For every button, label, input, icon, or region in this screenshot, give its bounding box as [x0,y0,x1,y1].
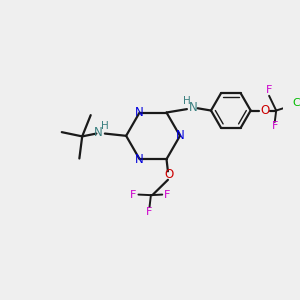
Text: H: H [183,96,191,106]
Text: N: N [135,106,144,119]
Text: F: F [130,190,136,200]
Text: F: F [146,207,153,217]
Text: H: H [101,121,109,130]
Text: F: F [266,85,272,95]
Text: N: N [176,129,184,142]
Text: F: F [164,190,170,200]
Text: Cl: Cl [292,98,300,108]
Text: N: N [189,101,197,114]
Text: N: N [135,153,144,166]
Text: O: O [261,104,270,117]
Text: O: O [164,168,174,181]
Text: F: F [272,121,278,131]
Text: N: N [94,126,103,139]
